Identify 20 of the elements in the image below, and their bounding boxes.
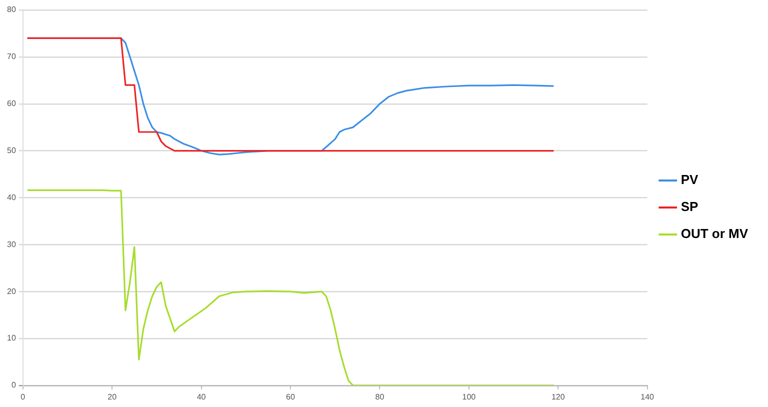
y-tick-label: 60 (6, 99, 16, 108)
x-tick-label: 80 (375, 392, 385, 402)
x-tick-label: 140 (640, 392, 655, 402)
y-tick-label: 0 (11, 380, 16, 390)
y-tick-label: 50 (6, 146, 16, 155)
y-tick-label: 40 (6, 192, 16, 202)
x-tick-label: 100 (462, 392, 476, 402)
legend-label: PV (680, 172, 699, 188)
x-tick-label: 120 (551, 392, 566, 402)
y-tick-label: 20 (6, 286, 16, 296)
y-tick-label: 30 (6, 240, 16, 249)
legend-label: OUT or MV (680, 226, 748, 242)
y-tick-label: 70 (6, 52, 16, 62)
x-tick-label: 60 (286, 392, 296, 402)
x-tick-label: 40 (196, 392, 206, 402)
x-tick-label: 0 (20, 392, 26, 402)
y-tick-label: 10 (6, 334, 16, 343)
x-tick-label: 20 (108, 392, 118, 402)
y-tick-label: 80 (6, 5, 16, 14)
legend-label: SP (680, 199, 699, 214)
